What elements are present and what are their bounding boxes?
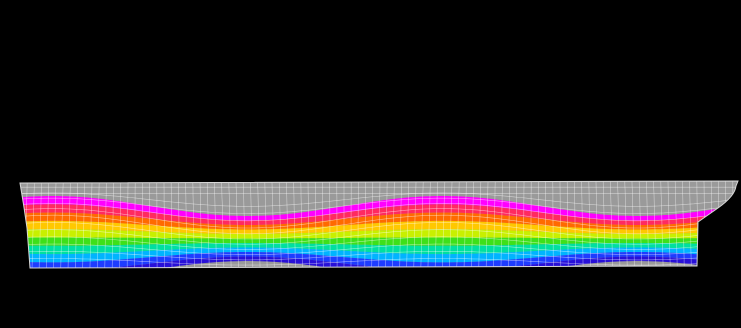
- mesh-line: [378, 181, 381, 268]
- mesh-line: [163, 181, 165, 268]
- mesh-line: [221, 181, 225, 268]
- mesh-line: [170, 181, 173, 268]
- mesh-line: [660, 181, 664, 268]
- mesh-line: [134, 181, 136, 268]
- mesh-line: [674, 181, 678, 268]
- mesh-line: [206, 181, 210, 268]
- mesh-line: [493, 181, 496, 268]
- mesh-line: [97, 181, 100, 268]
- mesh-line: [20, 229, 738, 245]
- mesh-line: [293, 181, 296, 268]
- mesh-line: [485, 181, 489, 268]
- mesh-line: [689, 181, 692, 268]
- mesh-line: [20, 181, 21, 268]
- mesh-line: [104, 181, 107, 268]
- mesh-line: [199, 181, 203, 268]
- hull-model: [19, 180, 739, 269]
- mesh-line: [667, 181, 671, 268]
- mesh-line: [602, 181, 606, 268]
- mesh-line: [500, 181, 503, 268]
- mesh-line: [20, 243, 738, 256]
- mesh-line: [420, 181, 424, 268]
- mesh-line: [46, 181, 50, 268]
- mesh-line: [508, 181, 510, 268]
- mesh-line: [60, 181, 64, 268]
- mesh-line: [463, 181, 467, 268]
- mesh-line: [67, 181, 71, 268]
- mesh-line: [471, 181, 474, 268]
- mesh-line: [75, 181, 78, 268]
- mesh-line: [427, 181, 431, 268]
- mesh-line: [20, 222, 738, 240]
- mesh-line: [574, 181, 577, 268]
- mesh-line: [392, 181, 395, 268]
- mesh-line: [111, 181, 114, 268]
- mesh-line: [20, 197, 738, 214]
- contour-band: [20, 196, 738, 221]
- mesh-line: [31, 181, 35, 268]
- mesh-line: [178, 181, 180, 268]
- mesh-line: [257, 181, 261, 268]
- mesh-line: [595, 181, 599, 268]
- mesh-line: [20, 214, 738, 235]
- mesh-line: [228, 181, 232, 268]
- mesh-line: [300, 181, 303, 268]
- mesh-line: [552, 181, 554, 268]
- mesh-line: [192, 181, 195, 268]
- mesh-line: [307, 181, 310, 268]
- mesh-line: [364, 181, 366, 268]
- mesh-line: [631, 181, 635, 268]
- mesh-line: [322, 181, 324, 268]
- mesh-line: [357, 181, 359, 268]
- mesh-line: [442, 181, 446, 268]
- mesh-line: [126, 181, 129, 268]
- mesh-line: [434, 181, 438, 268]
- contour-band: [20, 252, 738, 268]
- mesh-line: [646, 181, 650, 268]
- mesh-line: [264, 181, 268, 268]
- mesh-line: [38, 181, 42, 268]
- mesh-line: [278, 181, 282, 268]
- mesh-line: [385, 181, 388, 268]
- mesh-line: [581, 181, 584, 268]
- mesh-line: [89, 181, 93, 268]
- mesh-line: [20, 203, 738, 222]
- mesh-line: [653, 181, 657, 268]
- mesh-line: [20, 192, 738, 207]
- mesh-line: [624, 181, 628, 268]
- mesh-line: [119, 181, 122, 268]
- mesh-line: [53, 181, 57, 268]
- mesh-line: [515, 181, 518, 268]
- mesh-line: [617, 181, 621, 268]
- mesh-line: [523, 181, 525, 268]
- mesh-line: [449, 181, 453, 268]
- mesh-line: [478, 181, 482, 268]
- mesh-line: [559, 181, 562, 268]
- mesh-line: [82, 181, 86, 268]
- mesh-line: [20, 208, 738, 229]
- mesh-line: [413, 181, 417, 268]
- mesh-line: [682, 181, 685, 268]
- mesh-line: [314, 181, 317, 268]
- mesh-line: [286, 181, 289, 268]
- mesh-line: [638, 181, 642, 268]
- mesh-line: [371, 181, 374, 268]
- mesh-line: [214, 181, 217, 268]
- mesh-line: [566, 181, 569, 268]
- mesh-line: [250, 181, 254, 268]
- mesh-line: [20, 236, 738, 250]
- mesh-line: [610, 181, 613, 268]
- mesh-line: [406, 181, 410, 268]
- mesh-line: [235, 181, 239, 268]
- hull-outline: [19, 180, 739, 269]
- mesh-line: [271, 181, 275, 268]
- mesh-line: [242, 181, 246, 268]
- mesh-line: [399, 181, 402, 268]
- mesh-line: [588, 181, 591, 268]
- mesh-line: [329, 181, 331, 268]
- mesh-line: [185, 181, 188, 268]
- mesh-line: [456, 181, 460, 268]
